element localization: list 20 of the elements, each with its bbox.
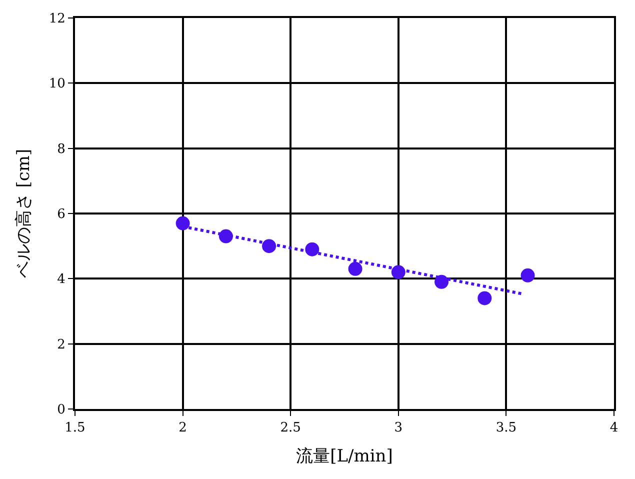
x-tick-label: 2.5 [280, 420, 301, 436]
x-tick-label: 2 [178, 420, 187, 436]
point [176, 216, 190, 230]
y-tick-label: 12 [48, 12, 66, 27]
y-tick-label: 10 [48, 76, 66, 92]
x-tick-label: 3.5 [496, 420, 517, 436]
x-tick-label: 1.5 [64, 420, 86, 436]
y-tick-label: 2 [57, 337, 66, 352]
x-axis-title: 流量[L/min] [296, 446, 393, 466]
y-tick-label: 4 [57, 272, 66, 288]
x-tick-label: 3 [394, 420, 403, 436]
point [478, 291, 492, 306]
x-tick-label: 4 [610, 420, 618, 436]
point [434, 274, 449, 289]
point [348, 262, 362, 276]
y-tick-label: 0 [57, 402, 66, 418]
y-tick-label: 8 [57, 142, 66, 157]
y-axis-title: ベルの高さ [cm] [14, 148, 34, 278]
point [520, 268, 535, 282]
y-tick-label: 6 [57, 207, 66, 222]
